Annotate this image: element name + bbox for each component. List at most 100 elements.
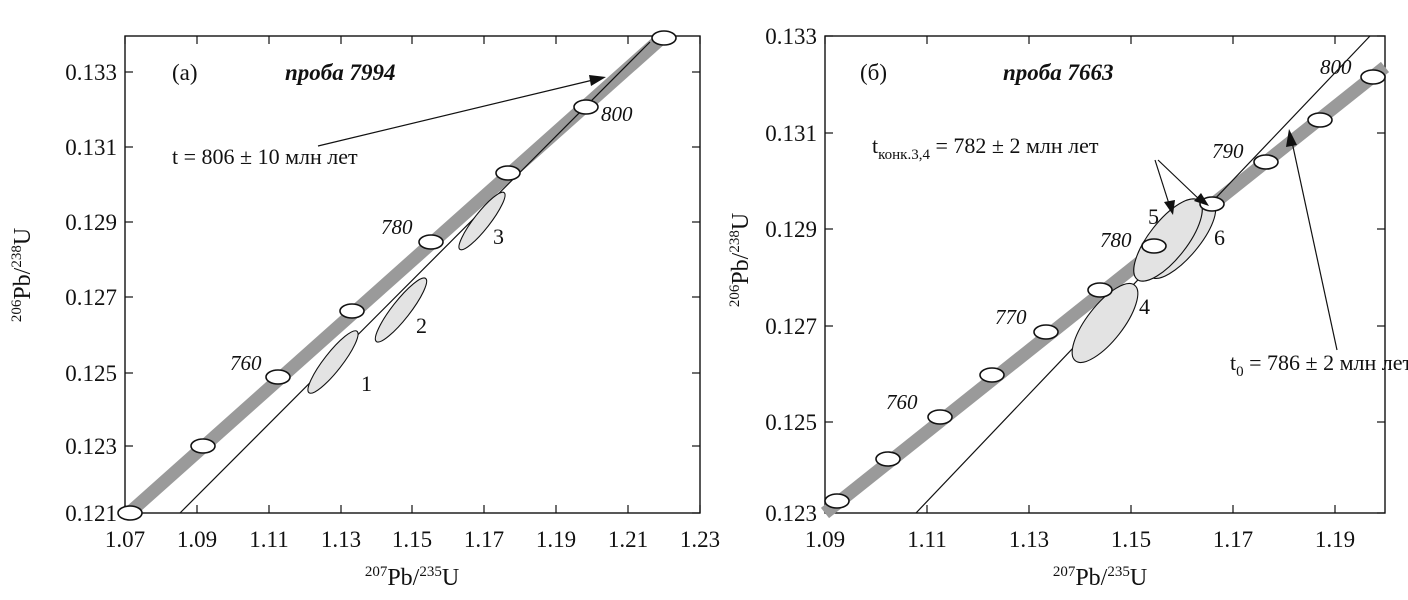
panel-a-analysis-label: 2	[416, 313, 427, 338]
panel-b-ytick-label: 0.129	[765, 217, 817, 242]
panel-b-arrow-head-3	[1286, 129, 1297, 147]
panel-a-xtick-label: 1.21	[608, 527, 648, 552]
panel-b-ytick-label: 0.127	[765, 314, 817, 339]
panel-a-ytick-label: 0.131	[65, 135, 117, 160]
panel-b-concordia-point	[1199, 196, 1225, 212]
panel-b-ytick-label: 0.123	[765, 501, 817, 526]
panel-a-ytick-label: 0.125	[65, 361, 117, 386]
panel-a-analysis-label: 3	[493, 224, 504, 249]
panel-a-xtick-0: 1.07	[105, 36, 145, 552]
panel-b-age-label: 800	[1320, 55, 1352, 79]
panel-a-ytick-4: 0.129	[65, 210, 700, 235]
panel-a-concordia-point	[495, 165, 521, 181]
panel-a-age-label: 760	[230, 351, 262, 375]
panel-a-xtick-label: 1.09	[177, 527, 217, 552]
panel-a-ytick-label: 0.123	[65, 434, 117, 459]
panel-b-age-label: 760	[886, 390, 918, 414]
panel-a-xtick-6: 1.19	[536, 36, 576, 552]
panel-a-ytick-6: 0.133	[65, 60, 700, 85]
panel-a-xtick-1: 1.09	[177, 36, 217, 552]
panel-b-label: (б)	[860, 60, 887, 85]
panel-b-age-label: 790	[1212, 139, 1244, 163]
panel-a-xtick-3: 1.13	[321, 36, 361, 552]
panel-a-concordia-band	[124, 31, 669, 518]
panel-b-xlabel: 207Pb/235U	[1053, 564, 1147, 591]
panel-a-age-label: 800	[601, 102, 633, 126]
panel-a-sample-label: проба 7994	[285, 60, 396, 85]
panel-b-concordia-point	[1360, 69, 1386, 85]
panel-b-concordia-point	[1087, 282, 1113, 298]
panel-b-concordia-point	[1141, 238, 1167, 254]
panel-b-ytick-label: 0.125	[765, 410, 817, 435]
panel-a-concordia-point	[265, 369, 291, 385]
panel-a-ytick-3: 0.127	[65, 285, 700, 310]
panel-b-sample-label: проба 7663	[1003, 60, 1114, 85]
panel-a-xtick-label: 1.07	[105, 527, 145, 552]
panel-b-ytick-4: 0.131	[765, 121, 1385, 146]
panel-a-concordia-point	[651, 30, 677, 46]
panel-b-age-label: 780	[1100, 228, 1132, 252]
panel-a-concordia-point	[117, 505, 143, 521]
panel-a-yticks: 0.121 0.123 0.125 0.127 0.129 0.131 0.13…	[65, 60, 700, 526]
panel-b-concordia-point	[824, 493, 850, 509]
panel-b-ytick-label: 0.133	[765, 24, 817, 49]
panel-a-xtick-8: 1.23	[680, 36, 720, 552]
panel-b: 1.09 1.11 1.13 1.15 1.17 1.19 0.123 0.12…	[727, 24, 1408, 591]
panel-b-analysis-label: 5	[1148, 204, 1159, 229]
panel-a-xtick-label: 1.13	[321, 527, 361, 552]
panel-a-xtick-label: 1.17	[464, 527, 504, 552]
panel-b-age-label: 770	[995, 305, 1027, 329]
panel-a-concordia-point	[418, 234, 444, 250]
panel-a-concordia-point	[190, 438, 216, 454]
panel-a-ytick-label: 0.127	[65, 285, 117, 310]
panel-b-concordia-point	[1253, 154, 1279, 170]
panel-b-concordia-point	[1033, 324, 1059, 340]
panel-b-xtick-label: 1.09	[805, 527, 845, 552]
panel-b-concordia-age-annotation: tконк.3,4 = 782 ± 2 млн лет	[872, 133, 1099, 163]
panel-b-xtick-1: 1.11	[907, 36, 947, 552]
panel-b-ytick-3: 0.129	[765, 217, 1385, 242]
panel-a-xtick-4: 1.15	[392, 36, 432, 552]
panel-a-xtick-label: 1.19	[536, 527, 576, 552]
panel-b-ylabel: 206Pb/238U	[727, 213, 754, 307]
panel-b-analysis-label: 4	[1139, 294, 1150, 319]
panel-a-ylabel: 206Pb/238U	[9, 228, 36, 322]
panel-a-analysis-label: 1	[361, 371, 372, 396]
panel-a-ytick-label: 0.121	[65, 501, 117, 526]
panel-b-ytick-5: 0.133	[765, 24, 1385, 49]
panel-b-analysis-label: 6	[1214, 225, 1225, 250]
panel-b-concordia-point	[1307, 112, 1333, 128]
panel-a-xtick-label: 1.23	[680, 527, 720, 552]
panel-a-xtick-label: 1.11	[249, 527, 288, 552]
panel-b-xticks: 1.09 1.11 1.13 1.15 1.17 1.19	[805, 36, 1355, 552]
panel-a-xticks: 1.07 1.09 1.11 1.13 1.15 1.17 1.19 1.21 …	[105, 36, 720, 552]
panel-b-concordia-point	[979, 367, 1005, 383]
panel-a-concordia-point	[339, 303, 365, 319]
panel-a-annotation-arrow	[317, 79, 594, 147]
panel-a-age-label: 780	[381, 215, 413, 239]
panel-b-xtick-3: 1.15	[1111, 36, 1151, 552]
panel-b-ytick-1: 0.125	[765, 410, 1385, 435]
panel-b-xtick-label: 1.15	[1111, 527, 1151, 552]
panel-b-concordia-point	[927, 409, 953, 425]
panel-a-xtick-label: 1.15	[392, 527, 432, 552]
panel-b-xtick-label: 1.11	[907, 527, 946, 552]
panel-b-ytick-0: 0.123	[765, 501, 1385, 526]
panel-b-xtick-label: 1.13	[1009, 527, 1049, 552]
panel-a-ytick-2: 0.125	[65, 361, 700, 386]
panel-b-xtick-5: 1.19	[1315, 36, 1355, 552]
panel-b-xtick-2: 1.13	[1009, 36, 1049, 552]
panel-b-xtick-label: 1.17	[1213, 527, 1253, 552]
panel-a-label: (a)	[172, 60, 198, 85]
panel-b-frame	[824, 35, 1386, 514]
panel-a-analysis-3	[458, 191, 506, 251]
panel-a-xlabel: 207Pb/235U	[365, 564, 459, 591]
panel-b-xtick-4: 1.17	[1213, 36, 1253, 552]
panel-b-arrow-head-2	[1194, 193, 1209, 206]
panel-a-arrow-head	[589, 75, 606, 86]
panel-b-annotation-arrow-1	[1154, 159, 1171, 208]
panel-b-annotation-arrow-3	[1291, 141, 1338, 351]
panel-a-xtick-5: 1.17	[464, 36, 504, 552]
panel-b-ytick-label: 0.131	[765, 121, 817, 146]
